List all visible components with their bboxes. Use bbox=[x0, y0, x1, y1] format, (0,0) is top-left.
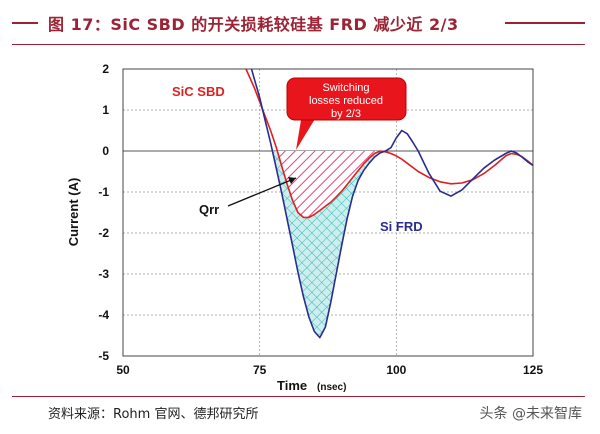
callout-box bbox=[286, 77, 407, 121]
footer-rule bbox=[12, 396, 585, 397]
callout-line-1: Switching bbox=[322, 82, 369, 94]
x-axis-unit: (nsec) bbox=[317, 382, 346, 393]
sic-sbd-label: SiC SBD bbox=[172, 84, 225, 99]
x-tick-label: 100 bbox=[386, 363, 406, 377]
y-tick-label: -2 bbox=[98, 226, 109, 240]
title-underline bbox=[12, 44, 585, 45]
qrr-pointer bbox=[227, 177, 297, 207]
y-tick-label: -4 bbox=[98, 308, 109, 322]
sic-sbd-loss-area bbox=[277, 151, 380, 218]
si-frd-label: Si FRD bbox=[380, 219, 423, 234]
qrr-arrowhead bbox=[288, 177, 296, 184]
callout-pointer bbox=[296, 114, 318, 150]
x-axis-label: Time bbox=[277, 378, 307, 393]
x-tick-label: 50 bbox=[116, 363, 130, 377]
x-tick-label: 75 bbox=[253, 363, 267, 377]
y-tick-label: 1 bbox=[102, 103, 109, 117]
x-tick-label: 125 bbox=[523, 363, 543, 377]
y-tick-label: -1 bbox=[98, 185, 109, 199]
sic-sbd-curve bbox=[245, 69, 533, 219]
y-tick-label: 2 bbox=[102, 62, 109, 76]
y-tick-label: 0 bbox=[102, 144, 109, 158]
y-tick-label: -3 bbox=[98, 267, 109, 281]
qrr-label: Qrr bbox=[199, 202, 219, 217]
title-rule-right bbox=[505, 22, 585, 24]
source-note: 资料来源：Rohm 官网、德邦研究所 bbox=[48, 407, 259, 422]
title-rule-left bbox=[12, 22, 38, 24]
y-axis-label: Current (A) bbox=[66, 178, 81, 247]
watermark: 头条 @未来智库 bbox=[479, 406, 582, 422]
si-frd-curve bbox=[250, 69, 533, 339]
callout-line-3: by 2/3 bbox=[331, 108, 361, 120]
y-tick-label: -5 bbox=[98, 349, 109, 363]
plot-frame bbox=[122, 68, 534, 357]
callout-line-2: losses reduced bbox=[309, 95, 383, 107]
figure-title: 图 17：SiC SBD 的开关损耗较硅基 FRD 减少近 2/3 bbox=[48, 15, 459, 34]
